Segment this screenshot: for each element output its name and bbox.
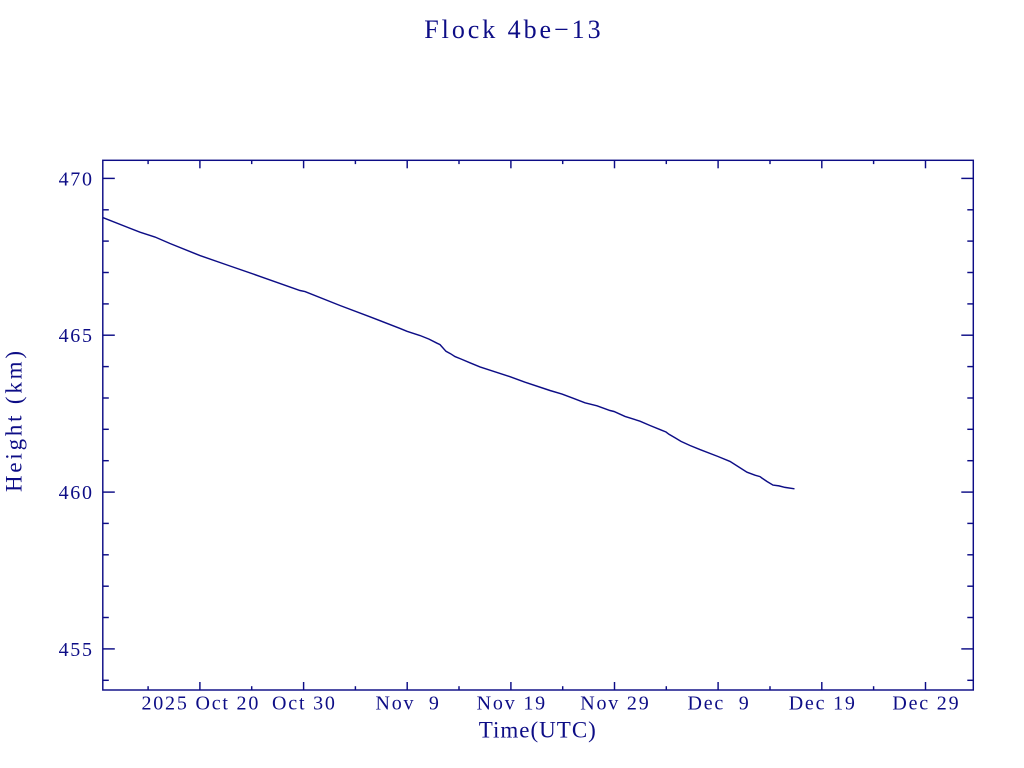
svg-text:Dec 29: Dec 29 — [892, 693, 960, 715]
svg-text:465: 465 — [59, 325, 94, 347]
svg-text:Dec 9: Dec 9 — [688, 693, 751, 715]
svg-text:455: 455 — [59, 639, 94, 661]
svg-text:Nov 19: Nov 19 — [477, 693, 547, 715]
svg-text:470: 470 — [59, 168, 94, 190]
svg-text:Nov 9: Nov 9 — [375, 693, 440, 715]
svg-text:Time(UTC): Time(UTC) — [479, 718, 597, 743]
svg-text:Height (km): Height (km) — [2, 348, 27, 492]
svg-text:460: 460 — [59, 482, 94, 504]
svg-text:Oct 30: Oct 30 — [272, 693, 337, 715]
svg-text:Flock 4be−13: Flock 4be−13 — [424, 15, 603, 44]
svg-text:Nov 29: Nov 29 — [580, 693, 650, 715]
svg-text:Dec 19: Dec 19 — [789, 693, 857, 715]
svg-text:2025 Oct 20: 2025 Oct 20 — [141, 693, 260, 715]
